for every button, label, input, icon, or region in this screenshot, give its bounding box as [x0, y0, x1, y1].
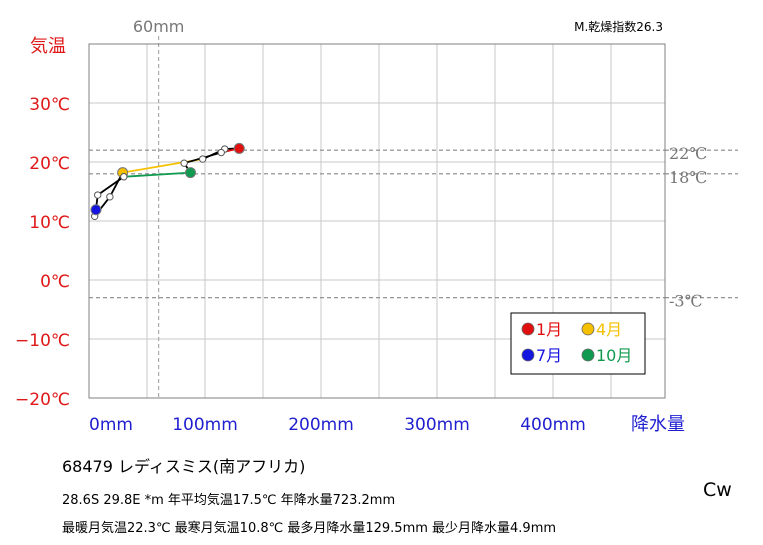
legend-label: 7月: [536, 346, 562, 365]
station-summary-1: 28.6S 29.8E *m 年平均気温17.5℃ 年降水量723.2mm: [62, 493, 396, 508]
data-point-11月: [180, 159, 188, 167]
legend-label: 10月: [596, 346, 632, 365]
ref-hline-label: 18℃: [669, 168, 707, 187]
ref-hline-label: 22℃: [669, 144, 707, 163]
legend-label: 1月: [536, 320, 562, 339]
ref-vline-label: 60mm: [133, 17, 185, 36]
y-tick-label: 10℃: [29, 213, 70, 233]
y-tick-label: −10℃: [15, 331, 70, 351]
legend-marker: [521, 322, 535, 336]
climate-chart: 22℃ 18℃ -3℃ 60mm 30℃ 20℃ 10℃ 0℃ −10℃ −20℃ 気温 0mm 10…: [0, 0, 763, 450]
y-tick-label: 30℃: [29, 95, 70, 115]
legend: 1月 4月 7月 10月: [510, 312, 646, 375]
data-point-9月: [120, 173, 128, 181]
chart-background: [0, 0, 763, 450]
ref-hline-label: -3℃: [669, 292, 702, 311]
station-summary-2: 最暖月気温22.3℃ 最寒月気温10.8℃ 最多月降水量129.5mm 最少月降…: [62, 521, 557, 536]
x-tick-label: 300mm: [404, 415, 470, 435]
legend-marker: [581, 348, 595, 362]
legend-marker: [581, 322, 595, 336]
y-tick-label: 20℃: [29, 154, 70, 174]
data-point-5月: [106, 193, 114, 201]
legend-label: 4月: [596, 320, 622, 339]
data-point-1月: [233, 142, 245, 154]
data-point-3月: [198, 155, 207, 163]
aridity-index: M.乾燥指数26.3: [574, 19, 663, 34]
plot-frame: [88, 43, 666, 399]
climograph-series: [90, 142, 245, 220]
x-axis-label: 降水量: [631, 414, 685, 435]
legend-marker: [521, 348, 535, 362]
x-tick-label: 100mm: [172, 415, 238, 435]
series-segment: [97, 176, 125, 196]
data-point-10月: [185, 167, 196, 179]
climate-class: Cw: [703, 479, 732, 501]
data-point-8月: [94, 191, 102, 199]
y-tick-label: −20℃: [15, 390, 70, 410]
legend-box: [510, 312, 646, 375]
y-axis-label: 気温: [30, 36, 66, 57]
x-tick-label: 200mm: [288, 415, 354, 435]
x-tick-label: 400mm: [520, 415, 586, 435]
axes: 30℃ 20℃ 10℃ 0℃ −10℃ −20℃ 気温 0mm 100mm 200mm 300mm 4…: [15, 36, 685, 435]
station-title: 68479 レディスミス(南アフリカ): [62, 457, 306, 476]
x-tick-label: 0mm: [89, 415, 133, 435]
series-segment: [123, 171, 191, 178]
y-tick-label: 0℃: [40, 272, 70, 292]
data-point-12月: [217, 148, 225, 157]
reference-lines: 22℃ 18℃ -3℃ 60mm: [89, 17, 738, 398]
data-point-7月: [90, 204, 102, 216]
